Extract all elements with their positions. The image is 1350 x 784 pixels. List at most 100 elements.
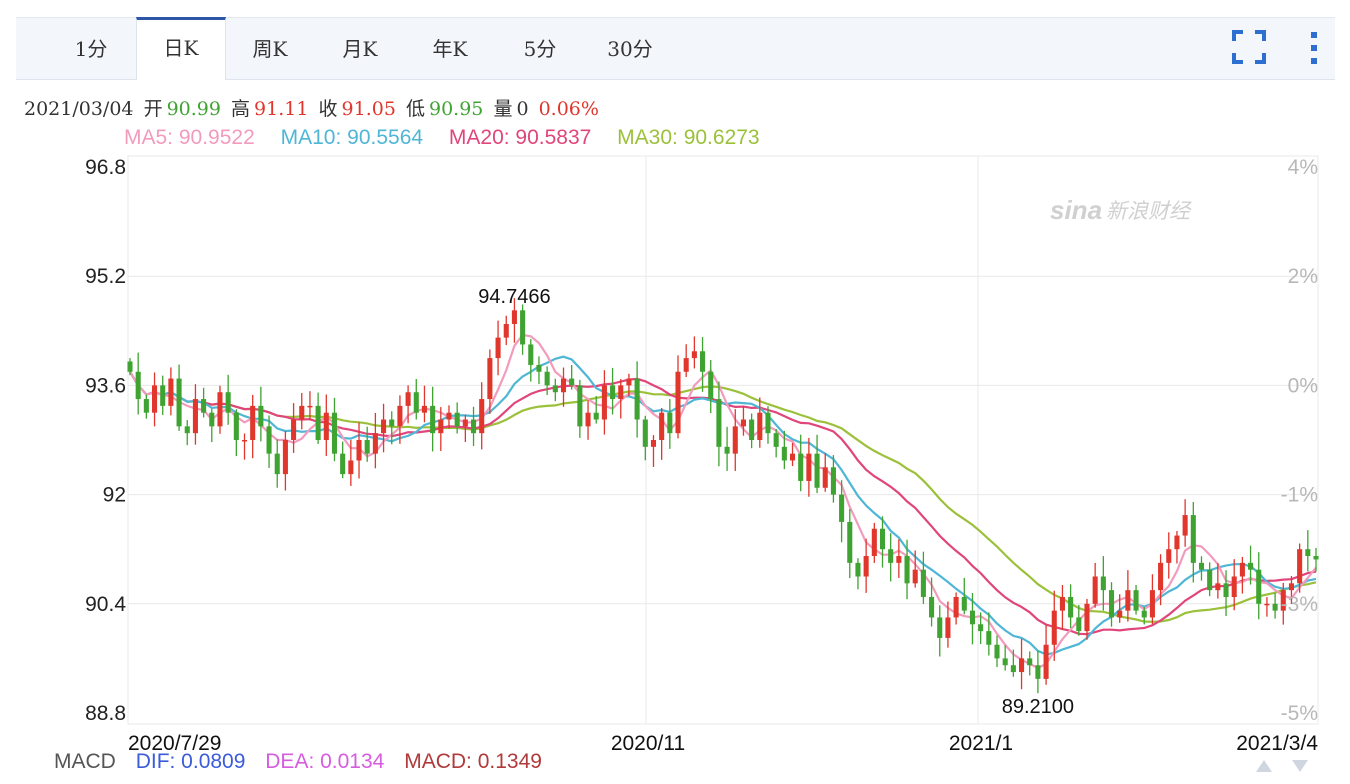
tab-weekly-k[interactable]: 周K bbox=[252, 37, 288, 61]
tab-daily-k[interactable]: 日K bbox=[136, 17, 226, 80]
macd-value-legend: MACD: 0.1349 bbox=[404, 750, 542, 773]
plot-border bbox=[127, 155, 1319, 725]
candle-body bbox=[462, 419, 468, 427]
candle-body bbox=[1207, 569, 1213, 591]
candle-body bbox=[1223, 583, 1229, 597]
candle-body bbox=[593, 412, 599, 420]
candle-body bbox=[601, 385, 607, 420]
candle-body bbox=[904, 556, 910, 584]
candle-body bbox=[732, 426, 738, 454]
tab-1min[interactable]: 1分 bbox=[74, 37, 108, 61]
candle-body bbox=[1231, 576, 1237, 597]
candle-body bbox=[986, 631, 992, 645]
macd-label: MACD bbox=[54, 750, 116, 773]
candle-body bbox=[879, 528, 886, 550]
candle-body bbox=[389, 419, 395, 427]
candle-body bbox=[323, 412, 329, 440]
macd-legend: MACD DIF: 0.0809 DEA: 0.0134 MACD: 0.134… bbox=[54, 750, 556, 774]
x-tick-label: 2020/7/29 bbox=[128, 732, 221, 755]
candle-body bbox=[650, 440, 657, 447]
candle-body bbox=[127, 361, 133, 372]
candle-body bbox=[806, 453, 812, 481]
candle-body bbox=[536, 364, 542, 372]
candle-body bbox=[225, 392, 231, 413]
candle-body bbox=[716, 399, 722, 447]
min-price-label: 89.2100 bbox=[1002, 696, 1074, 718]
candle-body bbox=[1141, 610, 1147, 618]
candle-body bbox=[1092, 576, 1098, 604]
max-price-label: 94.7466 bbox=[478, 286, 550, 308]
fullscreen-icon[interactable] bbox=[1232, 30, 1266, 64]
candle-body bbox=[372, 433, 378, 454]
candle-body bbox=[454, 412, 460, 427]
candle-body bbox=[201, 399, 207, 413]
candle-body bbox=[192, 399, 198, 434]
ma5-legend: MA5: 90.9522 bbox=[124, 126, 255, 149]
candle-body bbox=[1272, 603, 1278, 611]
candle-body bbox=[1288, 583, 1294, 591]
ma5-line bbox=[129, 333, 1317, 670]
candle-body bbox=[503, 323, 509, 338]
candle-body bbox=[740, 419, 746, 427]
sina-logo-icon: sina bbox=[1050, 195, 1102, 225]
candle-body bbox=[430, 405, 436, 434]
candle-body bbox=[1305, 549, 1311, 557]
candle-body bbox=[798, 453, 804, 481]
candle-body bbox=[495, 337, 501, 359]
candle-body bbox=[1313, 556, 1319, 560]
open-value: 90.99 bbox=[166, 98, 221, 120]
low-value: 90.95 bbox=[428, 98, 484, 120]
tab-5min[interactable]: 5分 bbox=[523, 37, 557, 61]
candle-body bbox=[1117, 610, 1123, 618]
zoom-up-icon bbox=[1256, 760, 1272, 772]
candle-body bbox=[1002, 658, 1008, 666]
candle-body bbox=[961, 596, 967, 611]
candle-body bbox=[577, 385, 583, 427]
tab-30min[interactable]: 30分 bbox=[607, 37, 653, 61]
candle-body bbox=[585, 412, 591, 427]
candle-body bbox=[176, 378, 182, 427]
candle-body bbox=[1043, 644, 1049, 679]
y-tick-label: 90.4 bbox=[85, 593, 126, 616]
candle-body bbox=[1174, 535, 1180, 550]
candle-body bbox=[839, 494, 845, 522]
candle-body bbox=[307, 405, 313, 408]
candle-body bbox=[634, 378, 640, 420]
candle-body bbox=[274, 453, 280, 475]
y-tick-label: 93.6 bbox=[85, 374, 126, 397]
candle-body bbox=[528, 344, 534, 365]
candle-body bbox=[855, 562, 861, 577]
candle-body bbox=[299, 405, 305, 420]
candle-body bbox=[1076, 617, 1082, 632]
candle-body bbox=[470, 419, 477, 434]
candle-body bbox=[552, 385, 558, 393]
high-value: 91.11 bbox=[254, 98, 309, 120]
tab-monthly-k[interactable]: 月K bbox=[342, 37, 378, 61]
candle-body bbox=[708, 371, 714, 400]
candle-body bbox=[888, 549, 894, 563]
candle-body bbox=[781, 446, 787, 461]
candle-body bbox=[438, 419, 444, 434]
candle-body bbox=[348, 460, 354, 475]
zoom-arrows[interactable] bbox=[1252, 754, 1316, 776]
candle-body bbox=[1182, 515, 1188, 536]
more-vertical-icon[interactable] bbox=[1306, 30, 1322, 66]
candle-body bbox=[945, 617, 951, 638]
pct-tick-label: -5% bbox=[1281, 702, 1318, 725]
candle-body bbox=[994, 644, 1000, 659]
candle-body bbox=[143, 399, 149, 413]
candle-body bbox=[1027, 658, 1033, 666]
close-label: 收 bbox=[318, 98, 338, 120]
y-tick-label: 95.2 bbox=[85, 265, 126, 288]
period-tab-bar: 1分 日K 周K 月K 年K 5分 30分 bbox=[16, 17, 1335, 80]
candle-body bbox=[1239, 562, 1245, 577]
candle-body bbox=[381, 419, 387, 434]
x-tick-label: 2021/1 bbox=[949, 732, 1013, 755]
candle-body bbox=[969, 610, 976, 625]
candle-body bbox=[184, 426, 190, 434]
candle-body bbox=[1108, 590, 1115, 618]
tab-yearly-k[interactable]: 年K bbox=[432, 37, 468, 61]
candle-body bbox=[479, 399, 485, 434]
candle-body bbox=[1019, 658, 1025, 673]
